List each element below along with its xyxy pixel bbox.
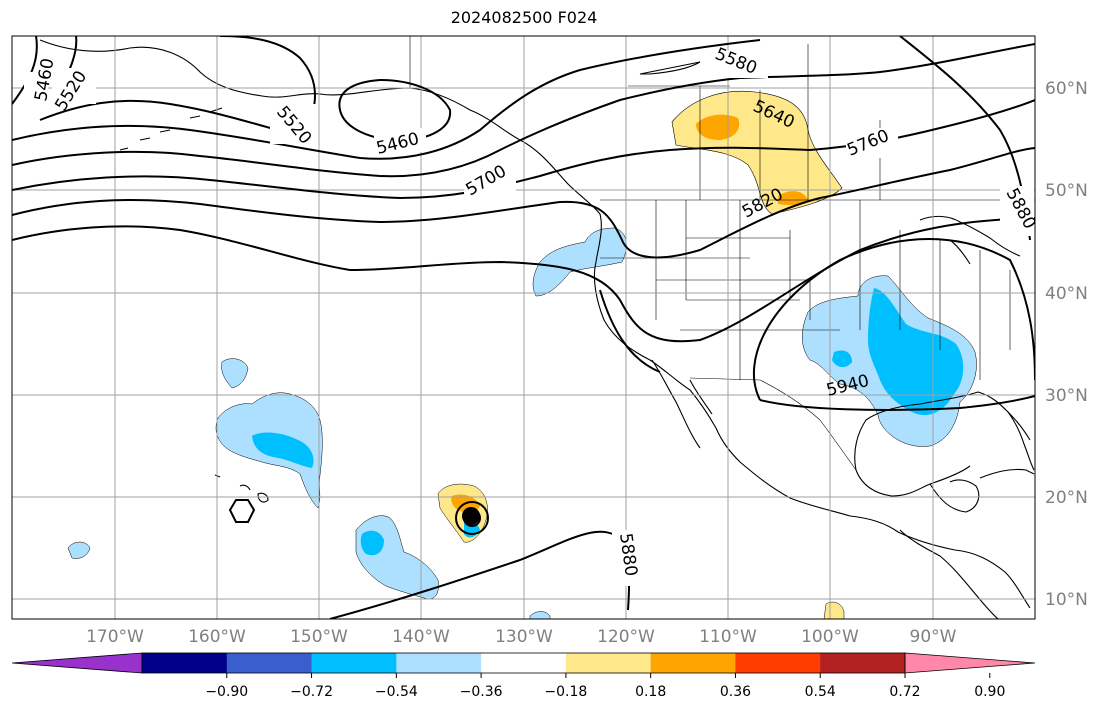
coastlines — [39, 39, 1035, 619]
colorbar-tick-label: −0.90 — [205, 684, 248, 700]
lat-label-50n: 50°N — [1045, 181, 1088, 201]
map-title: 2024082500 F024 — [450, 8, 598, 27]
colorbar-tick-label: 0.72 — [889, 684, 920, 700]
lon-label-120w: 120°W — [597, 627, 655, 647]
lon-label-140w: 140°W — [392, 627, 450, 647]
colorbar-tick-label: 0.18 — [635, 684, 666, 700]
colorbar-segment — [142, 653, 228, 673]
colorbar-tick-label: 0.90 — [974, 684, 1005, 700]
lon-label-130w: 130°W — [495, 627, 553, 647]
colorbar-segment — [650, 653, 736, 673]
lon-label-100w: 100°W — [801, 627, 859, 647]
graticule — [12, 36, 1035, 619]
colorbar-segment — [481, 653, 567, 673]
colorbar-tick-label: −0.54 — [375, 684, 418, 700]
colorbar-extend-max — [904, 652, 1036, 674]
lon-label-90w: 90°W — [910, 627, 957, 647]
lat-label-10n: 10°N — [1045, 590, 1088, 610]
lat-label-20n: 20°N — [1045, 488, 1088, 508]
colorbar-tick-label: 0.36 — [720, 684, 751, 700]
colorbar-tick-label: −0.18 — [544, 684, 587, 700]
lon-label-150w: 150°W — [290, 627, 348, 647]
colorbar-segment — [735, 653, 821, 673]
colorbar-segment — [565, 653, 652, 673]
colorbar-tick-label: 0.54 — [805, 684, 836, 700]
colorbar-tick-label: −0.72 — [290, 684, 333, 700]
colorbar-segment — [396, 653, 482, 673]
colorbar-segment — [820, 653, 906, 673]
colorbar-segment — [311, 653, 397, 673]
lat-label-40n: 40°N — [1045, 284, 1088, 304]
colorbar: −0.90 −0.72 −0.54 −0.36 −0.18 0.18 0.36 0.54 0.7… — [11, 652, 1036, 700]
latitude-labels: 60°N 50°N 40°N 30°N 20°N 10°N — [1045, 79, 1088, 610]
longitude-labels: 170°W 160°W 150°W 140°W 130°W 120°W 110°… — [86, 627, 957, 647]
map-frame — [11, 35, 1036, 620]
lat-label-30n: 30°N — [1045, 386, 1088, 406]
contour-labels: 5460 5520 5520 5460 5580 5640 5700 5760 … — [24, 44, 1035, 586]
colorbar-outline — [141, 652, 906, 674]
lon-label-110w: 110°W — [699, 627, 757, 647]
lon-label-160w: 160°W — [188, 627, 246, 647]
lat-label-60n: 60°N — [1045, 79, 1088, 99]
colorbar-tick-label: −0.36 — [460, 684, 503, 700]
colorbar-segment — [226, 653, 313, 673]
cyclone-center-marker — [462, 507, 480, 525]
colorbar-extend-min — [11, 652, 143, 674]
lon-label-170w: 170°W — [86, 627, 144, 647]
height-contours — [12, 36, 1035, 619]
